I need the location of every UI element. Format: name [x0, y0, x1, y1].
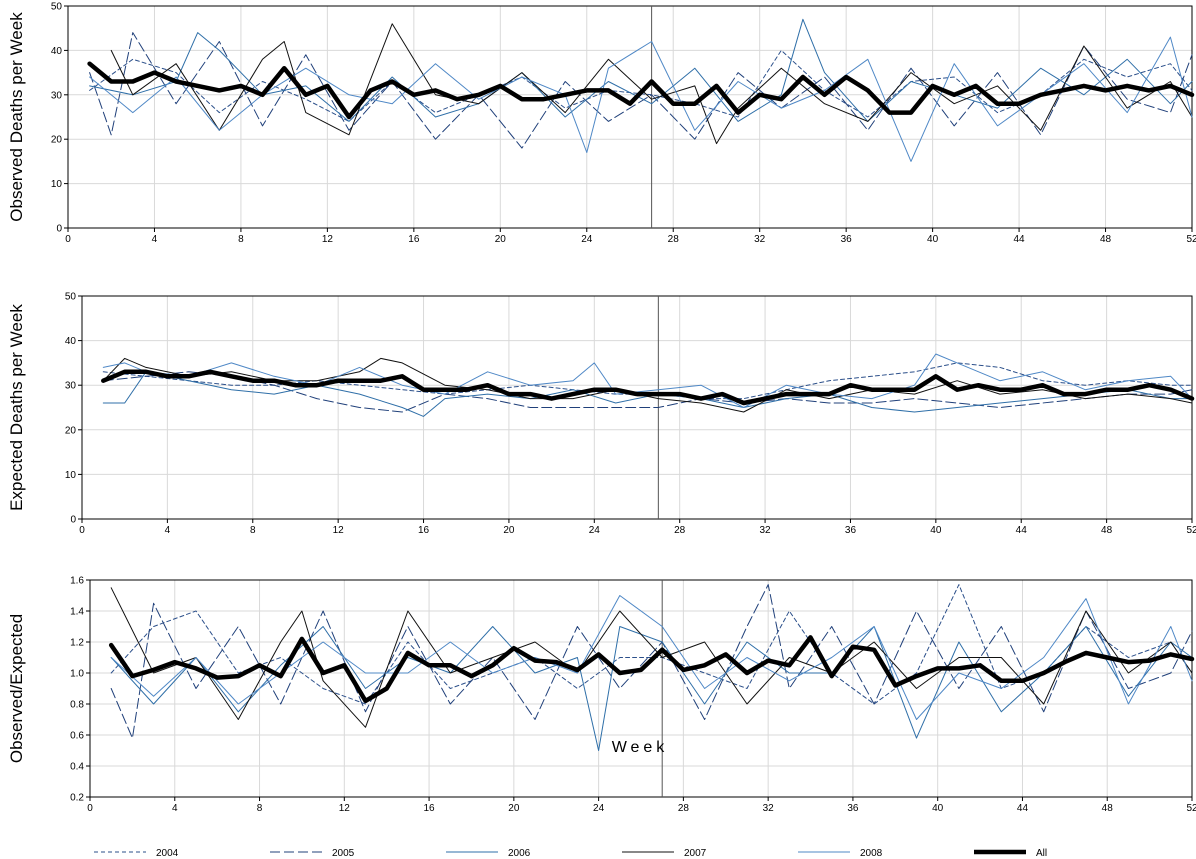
x-tick-label: 40	[932, 803, 944, 814]
y-tick-label: 0.2	[70, 793, 84, 804]
x-tick-label: 0	[79, 525, 85, 536]
y-axis-label: Observed/Expected	[7, 614, 26, 763]
x-tick-label: 0	[87, 803, 93, 814]
y-tick-label: 30	[65, 381, 77, 392]
y-tick-label: 40	[65, 336, 77, 347]
x-tick-label: 28	[668, 234, 680, 245]
x-tick-label: 52	[1186, 803, 1196, 814]
observed-deaths-panel: 0 4 8 12 16 20 24 28 32 36 40 44 48 5201020304050Obse…	[7, 2, 1196, 246]
series-line-all	[108, 635, 1195, 704]
legend-label-all: All	[1036, 848, 1047, 859]
y-tick-label: 0.8	[70, 700, 84, 711]
plot-frame	[67, 5, 1193, 229]
x-tick-label: 36	[845, 525, 857, 536]
x-tick-label: 8	[250, 525, 256, 536]
y-tick-label: 1.6	[70, 576, 84, 587]
legend-label-2007: 2007	[684, 848, 707, 859]
x-tick-label: 44	[1016, 525, 1028, 536]
x-tick-label: 12	[339, 803, 351, 814]
x-tick-label: 48	[1101, 525, 1113, 536]
x-tick-label: 4	[152, 234, 158, 245]
x-tick-label: 48	[1102, 803, 1114, 814]
x-tick-label: 36	[847, 803, 859, 814]
x-tick-label: 32	[754, 234, 766, 245]
y-tick-label: 10	[65, 470, 77, 481]
series-line-all	[101, 369, 1195, 406]
y-tick-label: 0	[70, 515, 76, 526]
legend-label-2005: 2005	[332, 848, 355, 859]
legend-label-2006: 2006	[508, 848, 531, 859]
x-tick-label: 0	[65, 234, 71, 245]
x-tick-label: 20	[508, 803, 520, 814]
x-tick-label: 52	[1186, 525, 1196, 536]
x-tick-label: 8	[257, 803, 263, 814]
x-tick-label: 52	[1186, 234, 1196, 245]
x-tick-label: 32	[763, 803, 775, 814]
series-line-2005	[102, 371, 1193, 413]
y-tick-label: 20	[51, 135, 63, 146]
legend: 2004 2005 2006 2007 2008 All	[94, 848, 1047, 859]
y-tick-label: 0.6	[70, 731, 84, 742]
x-tick-label: 12	[322, 234, 334, 245]
x-tick-label: 20	[503, 525, 515, 536]
y-tick-label: 1.0	[70, 669, 84, 680]
x-tick-label: 36	[841, 234, 853, 245]
legend-label-2004: 2004	[156, 848, 179, 859]
x-tick-label: 16	[408, 234, 420, 245]
x-tick-label: 44	[1014, 234, 1026, 245]
observed-expected-ratio-panel: 0 4 8 12 16 20 24 28 32 36 40 44 48 520.20.40.60.81.0…	[7, 576, 1196, 815]
x-tick-label: 16	[424, 803, 436, 814]
y-tick-label: 0	[56, 224, 62, 235]
y-tick-label: 50	[51, 2, 63, 13]
y-axis-label: Observed Deaths per Week	[7, 12, 26, 222]
x-tick-label: 40	[930, 525, 942, 536]
plot-frame	[81, 295, 1193, 520]
x-tick-label: 24	[593, 803, 605, 814]
series-line-all	[87, 61, 1195, 120]
x-tick-label: 40	[927, 234, 939, 245]
y-tick-label: 20	[65, 425, 77, 436]
y-tick-label: 50	[65, 292, 77, 303]
legend-label-2008: 2008	[860, 848, 883, 859]
x-tick-label: 4	[165, 525, 171, 536]
x-tick-label: 20	[495, 234, 507, 245]
x-tick-label: 44	[1017, 803, 1029, 814]
y-tick-label: 30	[51, 90, 63, 101]
series-line-2008	[110, 595, 1193, 720]
y-tick-label: 1.4	[70, 607, 84, 618]
series-line-2007	[110, 23, 1193, 145]
y-tick-label: 0.4	[70, 762, 84, 773]
y-tick-label: 1.2	[70, 638, 84, 649]
x-tick-label: 4	[172, 803, 178, 814]
x-tick-label: 16	[418, 525, 430, 536]
x-tick-label: 24	[581, 234, 593, 245]
y-axis-label: Expected Deaths per Week	[7, 304, 26, 511]
series-line-2006	[102, 371, 1193, 417]
x-tick-label: 8	[238, 234, 244, 245]
plot-frame	[89, 579, 1193, 798]
x-tick-label: 32	[760, 525, 772, 536]
series-line-2006	[89, 18, 1193, 122]
expected-deaths-panel: 0 4 8 12 16 20 24 28 32 36 40 44 48 5201020304050Expe…	[7, 292, 1196, 537]
x-tick-label: 12	[333, 525, 345, 536]
series-line-2008	[89, 36, 1193, 162]
x-tick-label: 24	[589, 525, 601, 536]
x-tick-label: 28	[674, 525, 686, 536]
x-axis-label: Week	[612, 739, 669, 756]
x-tick-label: 48	[1100, 234, 1112, 245]
x-tick-label: 28	[678, 803, 690, 814]
y-tick-label: 10	[51, 179, 63, 190]
y-tick-label: 40	[51, 46, 63, 57]
